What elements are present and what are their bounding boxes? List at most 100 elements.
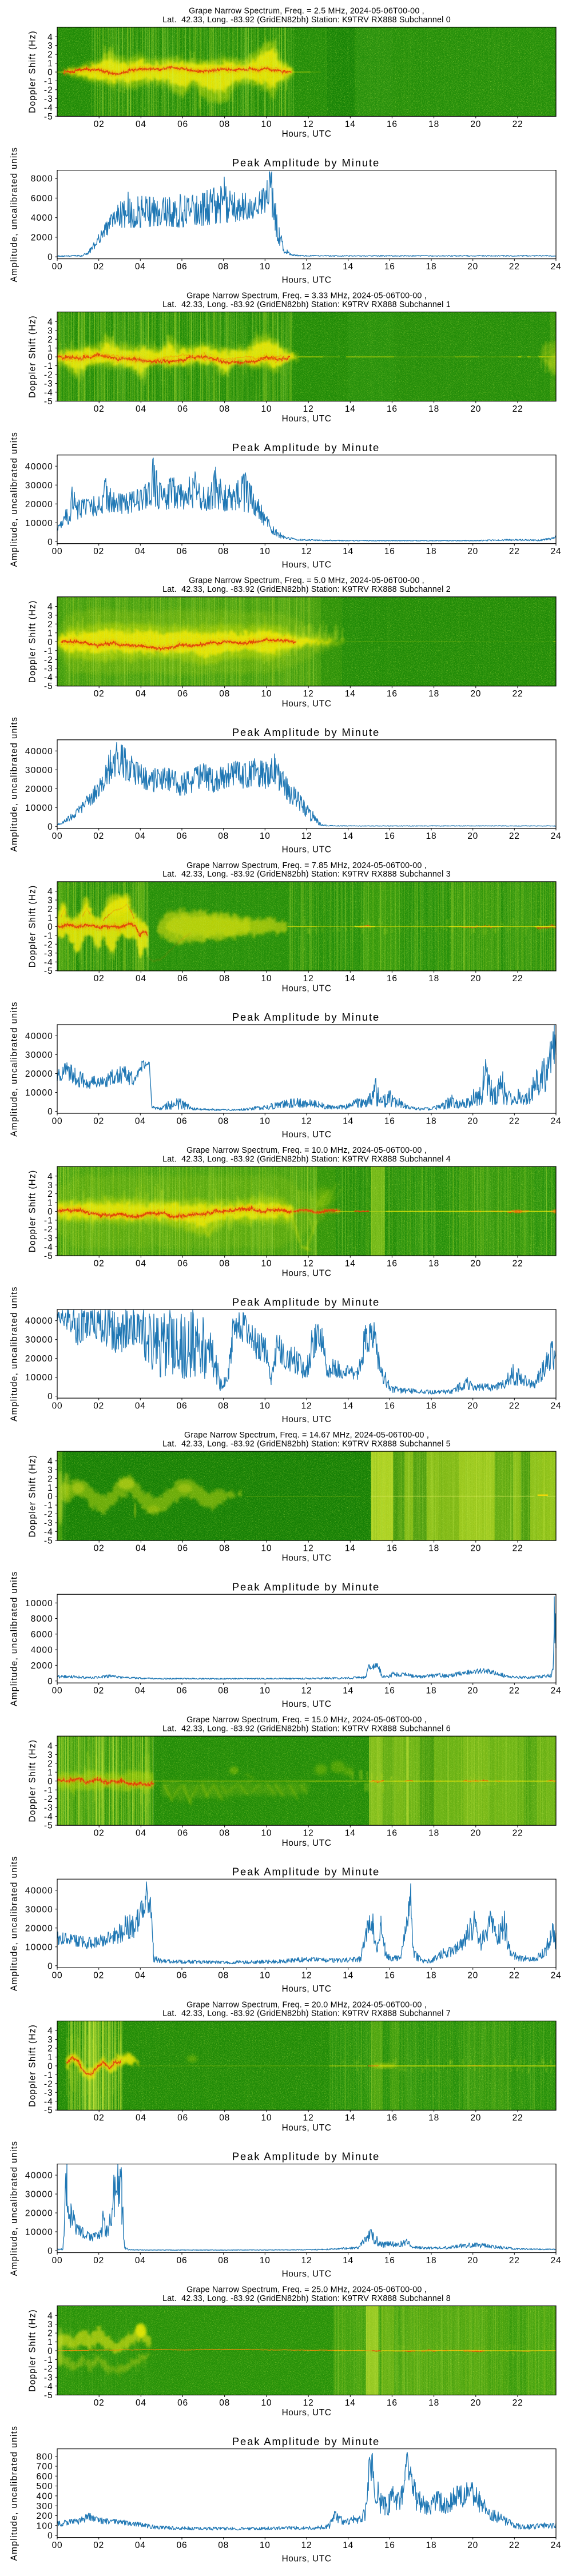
svg-text:16: 16 [384, 831, 395, 841]
svg-text:0: 0 [47, 922, 53, 932]
svg-text:0: 0 [47, 638, 53, 647]
svg-text:Peak Amplitude by Minute: Peak Amplitude by Minute [232, 2151, 380, 2163]
svg-text:20: 20 [467, 262, 478, 272]
svg-text:20000: 20000 [25, 1069, 53, 1079]
svg-text:04: 04 [135, 2541, 146, 2550]
svg-text:Doppler Shift (Hz): Doppler Shift (Hz) [28, 2024, 38, 2107]
svg-text:0: 0 [47, 68, 53, 78]
svg-text:3: 3 [47, 2035, 53, 2045]
svg-text:3: 3 [47, 1181, 53, 1191]
svg-text:20: 20 [467, 831, 478, 841]
svg-text:08: 08 [218, 2256, 229, 2266]
svg-text:14: 14 [345, 974, 356, 984]
svg-text:2: 2 [47, 1759, 53, 1769]
svg-text:02: 02 [94, 689, 105, 699]
svg-text:20: 20 [470, 689, 481, 699]
svg-text:30000: 30000 [25, 1335, 53, 1345]
svg-text:02: 02 [94, 120, 105, 129]
svg-text:10: 10 [260, 1686, 271, 1696]
svg-text:00: 00 [52, 262, 63, 272]
svg-text:Amplitude, uncalibrated units: Amplitude, uncalibrated units [10, 432, 19, 567]
svg-text:-2: -2 [44, 1510, 53, 1519]
svg-text:3: 3 [47, 896, 53, 906]
svg-text:06: 06 [177, 1401, 188, 1411]
svg-text:Hours, UTC: Hours, UTC [282, 1269, 332, 1279]
svg-text:04: 04 [136, 1543, 146, 1553]
svg-text:06: 06 [177, 1543, 188, 1553]
svg-text:-5: -5 [44, 1821, 53, 1831]
svg-text:Hours, UTC: Hours, UTC [282, 2554, 332, 2563]
svg-text:18: 18 [428, 1259, 439, 1268]
svg-text:12: 12 [303, 1829, 314, 1838]
svg-text:08: 08 [218, 2541, 229, 2550]
svg-text:4: 4 [47, 2026, 53, 2036]
svg-text:-2: -2 [44, 86, 53, 95]
svg-text:22: 22 [513, 974, 523, 984]
svg-text:30000: 30000 [25, 1050, 53, 1060]
svg-text:22: 22 [509, 831, 520, 841]
svg-text:Amplitude, uncalibrated units: Amplitude, uncalibrated units [10, 1286, 19, 1422]
svg-text:2: 2 [47, 1474, 53, 1484]
svg-text:10: 10 [261, 689, 272, 699]
svg-text:-2: -2 [44, 940, 53, 950]
svg-text:00: 00 [52, 831, 63, 841]
svg-text:Doppler Shift (Hz): Doppler Shift (Hz) [28, 2309, 38, 2392]
svg-text:24: 24 [551, 1401, 562, 1411]
svg-text:18: 18 [426, 262, 437, 272]
svg-text:4: 4 [47, 1172, 53, 1181]
svg-text:10: 10 [260, 831, 271, 841]
svg-text:-4: -4 [44, 2382, 53, 2391]
svg-text:04: 04 [135, 1971, 146, 1981]
svg-text:22: 22 [513, 2398, 523, 2408]
svg-text:16: 16 [387, 2113, 398, 2123]
svg-text:18: 18 [426, 2256, 437, 2266]
svg-text:08: 08 [218, 1116, 229, 1126]
svg-text:16: 16 [384, 2541, 395, 2550]
svg-text:22: 22 [509, 1686, 520, 1696]
svg-text:Grape Narrow Spectrum, Freq. =: Grape Narrow Spectrum, Freq. = 10.0 MHz,… [186, 1146, 427, 1155]
svg-text:16: 16 [384, 1116, 395, 1126]
svg-text:16: 16 [387, 1543, 398, 1553]
svg-text:700: 700 [37, 2462, 53, 2472]
svg-text:02: 02 [93, 1116, 104, 1126]
svg-text:Lat. 42.33, Long. -83.92 (Gri: Lat. 42.33, Long. -83.92 (GridEN82bh) St… [162, 300, 451, 309]
svg-text:02: 02 [94, 2398, 105, 2408]
svg-text:18: 18 [426, 1686, 437, 1696]
svg-text:04: 04 [136, 689, 146, 699]
svg-text:Hours, UTC: Hours, UTC [282, 1415, 332, 1424]
svg-text:Hours, UTC: Hours, UTC [282, 1130, 332, 1140]
svg-text:4000: 4000 [31, 213, 53, 223]
svg-text:16: 16 [387, 1259, 398, 1268]
svg-text:4: 4 [47, 2311, 53, 2321]
svg-text:12: 12 [301, 1971, 312, 1981]
svg-text:20: 20 [467, 2256, 478, 2266]
svg-text:20: 20 [470, 1259, 481, 1268]
svg-text:600: 600 [37, 2472, 53, 2482]
svg-text:06: 06 [177, 2398, 188, 2408]
svg-text:14: 14 [345, 2113, 356, 2123]
svg-text:10: 10 [261, 2113, 272, 2123]
svg-text:Lat. 42.33, Long. -83.92 (Gri: Lat. 42.33, Long. -83.92 (GridEN82bh) St… [162, 2009, 451, 2018]
svg-text:Grape Narrow Spectrum, Freq. =: Grape Narrow Spectrum, Freq. = 14.67 MHz… [184, 1431, 429, 1440]
svg-text:Hours, UTC: Hours, UTC [282, 1984, 332, 1994]
svg-text:20000: 20000 [25, 1354, 53, 1364]
svg-text:10: 10 [261, 404, 272, 414]
svg-text:10: 10 [261, 2398, 272, 2408]
svg-text:Grape Narrow Spectrum, Freq. =: Grape Narrow Spectrum, Freq. = 2.5 MHz, … [189, 6, 424, 15]
svg-text:00: 00 [52, 1116, 63, 1126]
svg-text:14: 14 [345, 1259, 356, 1268]
svg-text:1: 1 [47, 914, 53, 923]
svg-text:20: 20 [467, 1971, 478, 1981]
svg-text:1: 1 [47, 59, 53, 69]
svg-text:0: 0 [47, 1961, 53, 1971]
svg-text:1: 1 [47, 1768, 53, 1778]
svg-text:4: 4 [47, 33, 53, 42]
svg-text:-1: -1 [44, 1216, 53, 1226]
svg-text:12: 12 [301, 1686, 312, 1696]
svg-text:-5: -5 [44, 2391, 53, 2400]
svg-text:06: 06 [177, 404, 188, 414]
svg-text:2: 2 [47, 1189, 53, 1199]
svg-text:04: 04 [136, 974, 146, 984]
svg-text:14: 14 [343, 262, 353, 272]
svg-text:14: 14 [343, 1686, 353, 1696]
